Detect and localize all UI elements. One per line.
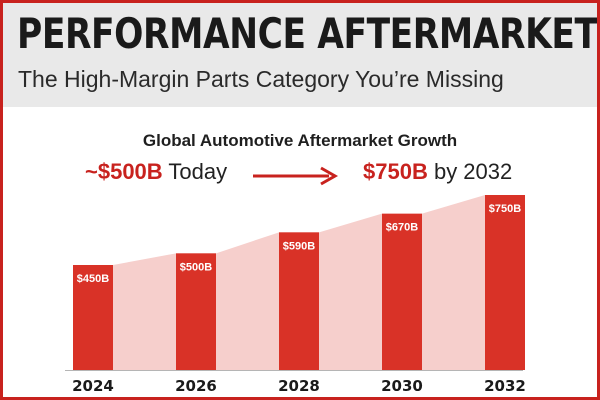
today-value: ~$500B <box>85 159 163 184</box>
x-tick-label: 2030 <box>381 377 423 395</box>
bar-value-label: $450B <box>77 273 109 285</box>
bar-2024 <box>73 265 113 370</box>
today-callout: ~$500B Today <box>85 159 227 185</box>
bar-2026 <box>176 253 216 370</box>
bar-2028 <box>279 232 319 370</box>
bar-value-label: $750B <box>489 203 521 215</box>
bar-value-label: $670B <box>386 222 418 234</box>
future-callout: $750B by 2032 <box>363 159 512 185</box>
chart-title: Global Automotive Aftermarket Growth <box>142 131 458 150</box>
bar-value-label: $590B <box>283 240 315 252</box>
x-tick-label: 2032 <box>484 377 526 395</box>
bar-value-label: $500B <box>180 261 212 273</box>
right-arrow-icon <box>253 166 339 186</box>
x-tick-label: 2024 <box>72 377 114 395</box>
page-title: PERFORMANCE AFTERMARKET PARTS <box>17 9 598 58</box>
header-banner: PERFORMANCE AFTERMARKET PARTS The High-M… <box>3 3 597 107</box>
bar-2032 <box>485 195 525 370</box>
future-suffix: by 2032 <box>427 159 513 184</box>
x-tick-label: 2028 <box>278 377 320 395</box>
page-subtitle: The High-Margin Parts Category You’re Mi… <box>18 66 504 92</box>
future-value: $750B <box>363 159 428 184</box>
x-tick-label: 2026 <box>175 377 217 395</box>
bar-2030 <box>382 213 422 370</box>
growth-bar-chart: $450B 2024 $500B 2026 $590B 2028 $670B 2030 $750… <box>65 195 526 395</box>
today-suffix: Today <box>162 159 228 184</box>
